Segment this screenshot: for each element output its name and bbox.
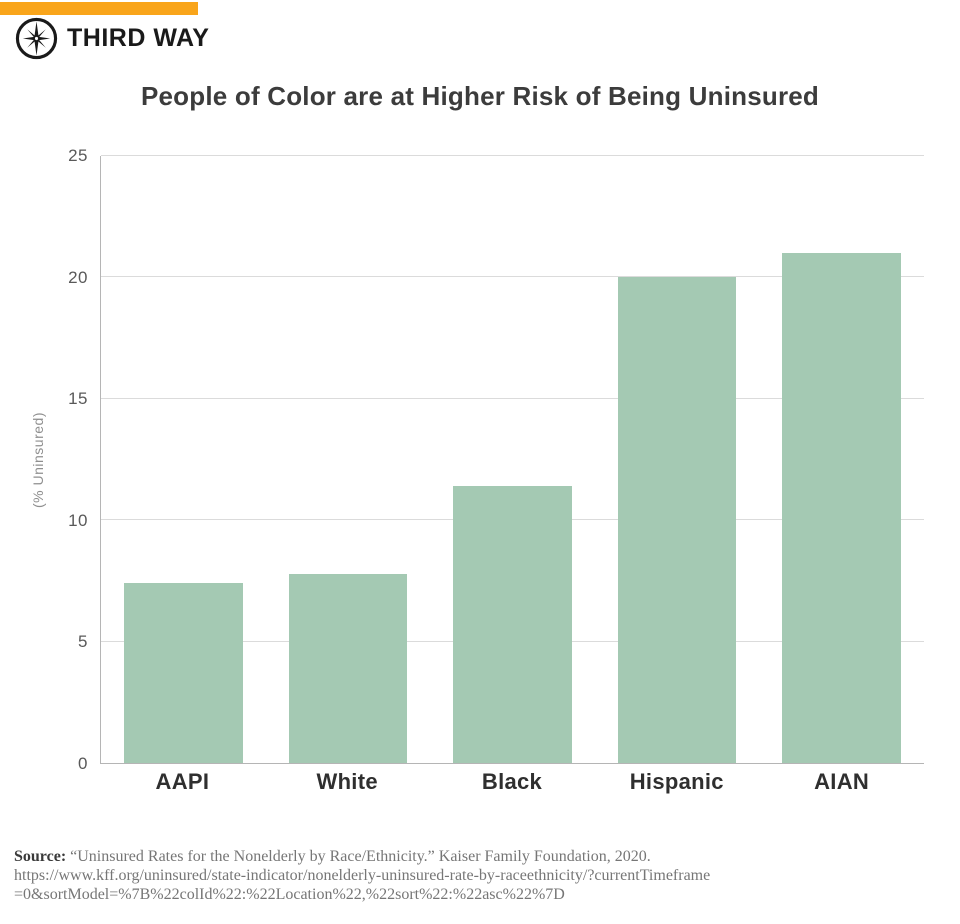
bar-slot	[595, 156, 760, 763]
y-tick-label: 10	[68, 510, 88, 530]
x-label-white: White	[316, 769, 378, 794]
brand-accent-bar	[0, 2, 198, 15]
x-label-hispanic: Hispanic	[629, 769, 724, 794]
x-label-aian: AIAN	[814, 769, 870, 794]
third-way-logo: THIRD WAY	[15, 17, 209, 60]
bars-container	[101, 156, 924, 763]
bar-slot	[430, 156, 595, 763]
compass-star-icon	[15, 17, 58, 60]
brand-name: THIRD WAY	[67, 24, 210, 52]
y-axis-title: (% Uninsured)	[30, 412, 46, 508]
bar-aapi	[124, 583, 243, 763]
source-note: Source: “Uninsured Rates for the Nonelde…	[14, 847, 948, 904]
source-citation: “Uninsured Rates for the Nonelderly by R…	[70, 848, 651, 865]
x-label-black: Black	[481, 769, 543, 794]
source-url-line-1: https://www.kff.org/uninsured/state-indi…	[14, 867, 711, 884]
bar-aian	[782, 253, 901, 763]
y-axis-ticks: 0 5 10 15 20 25	[48, 146, 88, 773]
y-tick-label: 0	[78, 754, 88, 773]
x-label-aapi: AAPI	[155, 769, 210, 794]
source-label: Source:	[14, 848, 67, 865]
y-tick-label: 25	[68, 146, 88, 165]
x-axis-labels: AAPI White Black Hispanic AIAN	[100, 769, 924, 795]
bar-slot	[101, 156, 266, 763]
gridline	[101, 155, 924, 156]
y-tick-label: 5	[78, 632, 88, 652]
chart-title: People of Color are at Higher Risk of Be…	[140, 81, 820, 111]
bar-black	[453, 486, 572, 763]
gridline	[101, 276, 924, 278]
y-tick-label: 15	[68, 389, 88, 409]
bar-white	[288, 573, 408, 763]
gridline	[101, 397, 924, 399]
source-citation-line: Source: “Uninsured Rates for the Nonelde…	[14, 847, 948, 866]
y-tick-label: 20	[68, 267, 88, 287]
bar-hispanic	[617, 277, 737, 763]
bar-slot	[266, 156, 431, 763]
bar-slot	[759, 156, 924, 763]
source-url-line-2: =0&sortModel=%7B%22colId%22:%22Location%…	[14, 886, 565, 903]
plot-area	[100, 155, 924, 764]
